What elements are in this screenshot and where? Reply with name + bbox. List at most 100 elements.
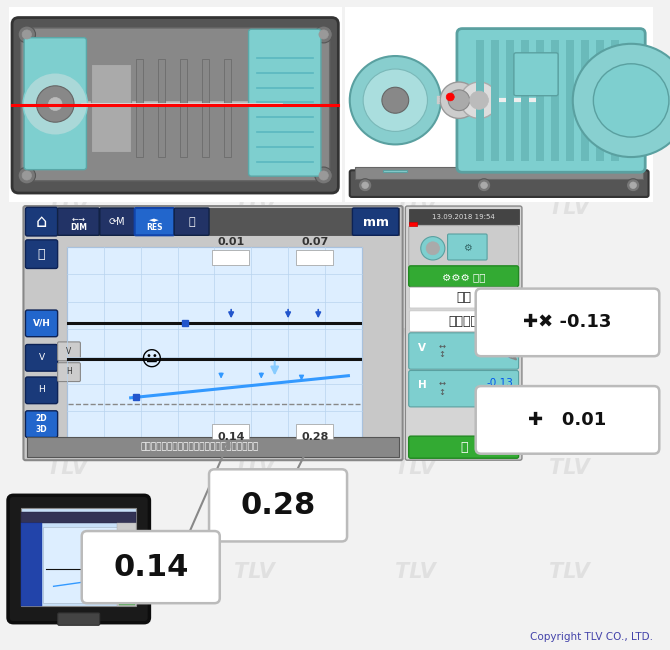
Bar [27,437,399,457]
FancyBboxPatch shape [91,64,131,151]
Circle shape [315,26,332,43]
Text: TLV: TLV [395,198,436,218]
Text: ⚙⚙⚙ 結果: ⚙⚙⚙ 結果 [442,272,485,282]
Text: 😐: 😐 [140,350,161,370]
FancyBboxPatch shape [409,226,519,267]
FancyBboxPatch shape [448,234,487,260]
Text: 👟: 👟 [188,217,195,228]
Bar [476,40,484,161]
Bar [551,40,559,161]
Text: TLV: TLV [47,198,87,218]
Text: TLV: TLV [234,458,275,478]
FancyBboxPatch shape [8,495,149,623]
Text: ↔: ↔ [439,379,446,388]
FancyBboxPatch shape [58,613,100,625]
FancyBboxPatch shape [514,53,558,96]
Text: V: V [38,353,45,362]
FancyBboxPatch shape [21,28,330,181]
Text: 0.28: 0.28 [241,491,316,520]
Text: TLV: TLV [234,562,275,582]
Circle shape [480,182,488,188]
Text: 0.07: 0.07 [302,237,328,248]
Circle shape [36,86,74,122]
FancyBboxPatch shape [457,29,645,172]
Circle shape [358,179,372,192]
Text: V: V [66,346,72,356]
Text: TLV: TLV [549,198,590,218]
Circle shape [594,64,669,137]
FancyBboxPatch shape [212,250,249,265]
FancyBboxPatch shape [212,424,249,439]
Bar [611,40,619,161]
FancyBboxPatch shape [296,250,333,265]
FancyBboxPatch shape [405,206,522,460]
FancyBboxPatch shape [25,411,58,437]
Text: TLV: TLV [47,458,87,478]
FancyBboxPatch shape [409,311,518,332]
Circle shape [363,69,427,131]
Text: DIM: DIM [70,223,87,232]
Text: ↕: ↕ [439,350,446,359]
Text: ✚✖ -0.13: ✚✖ -0.13 [523,313,612,332]
PathPatch shape [27,422,399,460]
Circle shape [350,56,441,144]
Bar [27,208,399,235]
Text: TLV: TLV [549,55,590,75]
Text: RES: RES [146,223,162,232]
Text: 🔧: 🔧 [38,248,46,261]
Circle shape [448,90,470,110]
Circle shape [315,167,332,184]
FancyBboxPatch shape [158,58,165,157]
Circle shape [22,30,31,39]
FancyBboxPatch shape [476,386,659,454]
Circle shape [630,182,636,188]
FancyBboxPatch shape [25,377,58,404]
FancyBboxPatch shape [409,333,519,369]
Text: TLV: TLV [234,198,275,218]
FancyBboxPatch shape [180,58,186,157]
Circle shape [573,44,670,157]
Text: ↔: ↔ [439,341,446,350]
Text: TLV: TLV [549,562,590,582]
Text: 2D
3D: 2D 3D [36,414,48,434]
FancyBboxPatch shape [249,29,321,176]
Bar [383,170,407,172]
FancyBboxPatch shape [174,208,209,235]
FancyBboxPatch shape [23,206,403,460]
Text: H: H [417,380,427,391]
Text: -0.13: -0.13 [486,378,513,388]
FancyBboxPatch shape [296,424,333,439]
Text: ↕: ↕ [439,388,446,397]
FancyBboxPatch shape [25,310,58,337]
FancyBboxPatch shape [409,287,518,308]
FancyBboxPatch shape [21,508,136,606]
Text: TLV: TLV [47,562,87,582]
FancyBboxPatch shape [409,222,417,226]
Text: 0.01: 0.01 [490,387,513,398]
Text: レポート: レポート [449,315,478,328]
FancyBboxPatch shape [209,469,347,541]
Text: TLV: TLV [234,55,275,75]
Text: 0.01: 0.01 [218,237,245,248]
FancyBboxPatch shape [25,344,58,371]
Circle shape [382,87,409,113]
FancyBboxPatch shape [224,58,230,157]
FancyBboxPatch shape [24,38,86,170]
Bar [9,6,342,202]
Text: TLV: TLV [395,562,436,582]
FancyBboxPatch shape [58,208,99,235]
Circle shape [319,30,328,39]
FancyBboxPatch shape [202,58,208,157]
Circle shape [421,237,445,260]
Text: V/H: V/H [33,318,50,328]
Text: TLV: TLV [395,458,436,478]
Text: 0.14: 0.14 [113,552,188,582]
FancyBboxPatch shape [135,208,174,235]
Bar [536,40,544,161]
Circle shape [626,179,640,192]
Text: TLV: TLV [47,328,87,348]
FancyBboxPatch shape [136,58,143,157]
Text: 0: 0 [507,350,513,360]
Bar [43,526,135,603]
FancyBboxPatch shape [409,209,519,224]
